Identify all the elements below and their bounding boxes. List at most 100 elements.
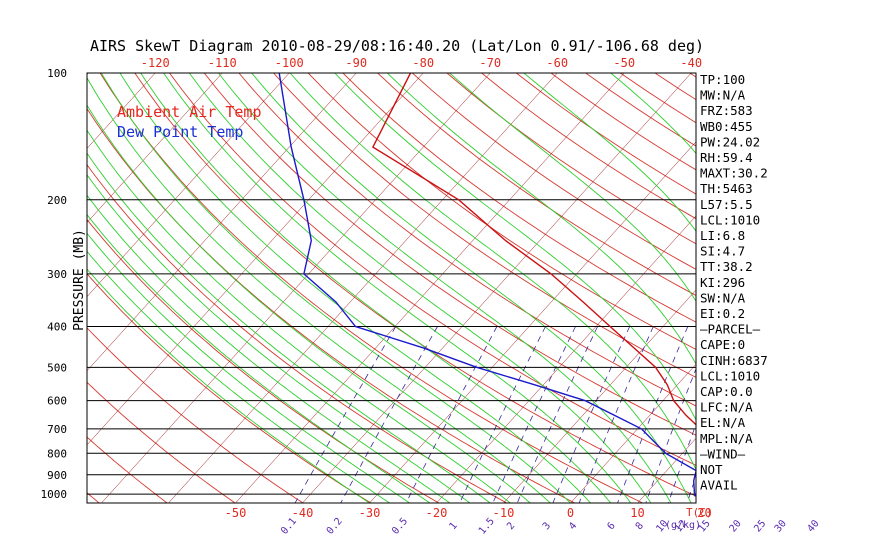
dry-adiabat — [134, 73, 696, 497]
mixing-ratio-tick-label: 25 — [752, 518, 768, 534]
legend-ambient-air-temp: Ambient Air Temp — [117, 103, 262, 121]
top-temp-tick-label: -120 — [141, 56, 170, 70]
index-line: L57:5.5 — [700, 197, 753, 212]
index-line: NOT — [700, 462, 723, 477]
mixing-ratio-line — [578, 326, 654, 503]
isotherm — [87, 73, 156, 149]
index-line: MAXT:30.2 — [700, 166, 768, 181]
dry-adiabat — [87, 218, 440, 503]
index-line: RH:59.4 — [700, 150, 753, 165]
moist-adiabat — [87, 268, 370, 503]
mixing-ratio-tick-label: 0.2 — [325, 516, 345, 537]
moist-adiabat — [100, 73, 571, 503]
index-line: KI:296 — [700, 275, 745, 290]
series-layer — [278, 73, 696, 497]
dry-adiabat — [307, 73, 696, 350]
index-line: MW:N/A — [700, 88, 746, 103]
dry-adiabat — [794, 73, 870, 503]
moist-adiabat — [87, 194, 451, 503]
index-line: LFC:N/A — [700, 400, 753, 415]
pressure-tick-label: 900 — [47, 469, 67, 482]
isotherm — [570, 363, 696, 503]
moist-adiabat — [188, 73, 652, 503]
y-axis-title: PRESSURE (MB) — [72, 229, 87, 331]
mixing-ratio-line — [294, 326, 397, 503]
mixing-ratio-line — [405, 326, 498, 503]
moist-adiabat — [87, 250, 390, 503]
isotherm — [87, 73, 290, 298]
dry-adiabat — [377, 73, 696, 296]
pressure-axis: 100 200 300 400 500 600 700 800 900 1000 — [41, 67, 68, 501]
mixing-ratio-tick-label: 30 — [773, 518, 789, 534]
index-line: TH:5463 — [700, 181, 753, 196]
temperature-units-label: T(C) — [686, 506, 713, 519]
index-line: TT:38.2 — [700, 259, 753, 274]
dry-adiabat — [828, 73, 870, 503]
isotherm — [101, 73, 491, 503]
moist-adiabat — [119, 73, 591, 503]
index-line: SW:N/A — [700, 290, 746, 305]
moist-adiabat — [87, 129, 511, 503]
dry-adiabat — [412, 73, 696, 270]
dry-adiabat — [87, 381, 236, 503]
moist-adiabat — [218, 73, 672, 503]
pressure-tick-label: 600 — [47, 395, 67, 408]
index-line: EI:0.2 — [700, 306, 745, 321]
index-line: SI:4.7 — [700, 244, 745, 259]
dry-adiabat — [87, 327, 304, 503]
isotherm — [839, 73, 870, 503]
moist-adiabat — [449, 73, 696, 303]
index-line: EL:N/A — [700, 415, 746, 430]
top-temp-tick-label: -80 — [412, 56, 434, 70]
top-temp-tick-label: -40 — [680, 56, 702, 70]
top-temperature-axis: -120 -110 -100 -90 -80 -70 -60 -50 -40 — [141, 56, 702, 70]
dry-adiabat — [759, 73, 870, 503]
bottom-temp-tick-label: 0 — [567, 506, 574, 520]
mixing-ratio-tick-label: 40 — [805, 518, 821, 534]
moist-adiabat — [251, 73, 692, 503]
moist-adiabat — [386, 73, 696, 365]
moist-adiabat — [140, 73, 612, 503]
index-line: LI:6.8 — [700, 228, 745, 243]
dry-adiabat — [203, 73, 696, 436]
pressure-tick-label: 800 — [47, 447, 67, 460]
moist-adiabat — [87, 174, 471, 503]
mixing-ratio-line — [645, 367, 696, 503]
dry-adiabat — [863, 73, 870, 503]
mixing-ratio-tick-label: 2 — [505, 521, 517, 533]
pressure-tick-label: 500 — [47, 361, 67, 374]
index-line: FRZ:583 — [700, 103, 753, 118]
bottom-temperature-axis: -50 -40 -30 -20 -10 0 10 20 — [225, 506, 712, 520]
isotherm — [772, 73, 870, 503]
chart-title: AIRS SkewT Diagram 2010-08-29/08:16:40.2… — [90, 37, 704, 55]
dry-adiabat — [273, 73, 696, 378]
dry-adiabat — [87, 273, 372, 503]
isotherm — [235, 73, 625, 503]
mixing-ratio-tick-label: 4 — [567, 521, 579, 533]
mixing-ratio-tick-label: 8 — [634, 521, 646, 533]
bottom-temp-tick-label: -20 — [426, 506, 448, 520]
moist-adiabat — [87, 232, 410, 503]
pressure-tick-label: 300 — [47, 268, 67, 281]
legend-dew-point-temp: Dew Point Temp — [117, 123, 243, 141]
mixing-ratio-tick-label: 3 — [541, 521, 553, 533]
bottom-temp-tick-label: -10 — [493, 506, 515, 520]
mixing-ratio-line — [766, 327, 820, 504]
moist-adiabat — [87, 213, 431, 503]
mixing-ratio-tick-label: 6 — [606, 521, 618, 533]
dry-adiabat — [0, 73, 31, 503]
bottom-temp-tick-label: -30 — [359, 506, 381, 520]
mixing-ratio-line — [668, 423, 696, 503]
index-line: CAPE:0 — [700, 337, 745, 352]
dry-adiabat — [169, 73, 696, 466]
dry-adiabat — [516, 73, 696, 195]
bottom-temp-tick-label: -40 — [292, 506, 314, 520]
bottom-temp-tick-label: -50 — [225, 506, 247, 520]
moist-adiabat — [334, 73, 696, 421]
mixing-ratio-line — [617, 326, 689, 503]
plot-frame — [86, 72, 697, 504]
dry-adiabat — [481, 73, 696, 220]
dry-adiabat — [87, 164, 508, 503]
isotherm — [0, 73, 21, 503]
index-line: TP:100 — [700, 72, 745, 87]
